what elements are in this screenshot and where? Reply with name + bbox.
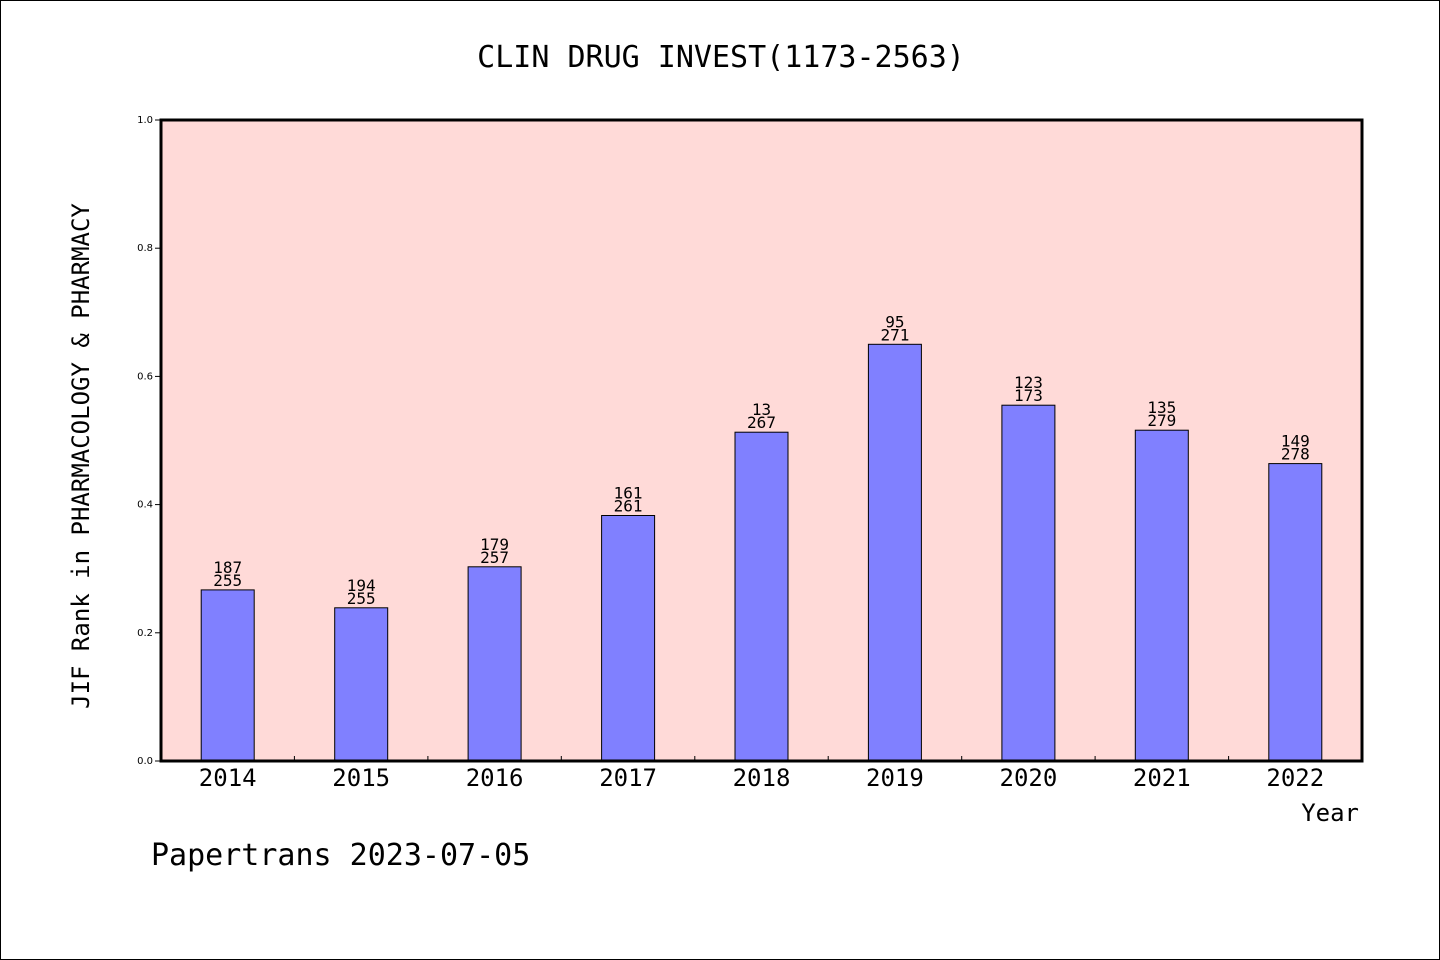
ticks-layer: 2014 2015 2016 2017 2018 2019 2020 2021 2022 0.0 0… [137, 115, 1324, 792]
bar-label-bottom-2014: 255 [213, 571, 242, 590]
bar-label-bottom-2016: 257 [480, 548, 509, 567]
y-tick-label-0.6: 0.6 [137, 371, 153, 382]
bar-2018 [734, 431, 789, 762]
bar-label-bottom-2021: 279 [1147, 411, 1176, 430]
x-tick-label-2014: 2014 [199, 764, 257, 792]
bar-label-top-2018: 13 [752, 400, 771, 419]
bar-2021 [1134, 429, 1189, 762]
x-tick-label-2016: 2016 [466, 764, 524, 792]
bar-label-top-2014: 187 [213, 558, 242, 577]
bar-label-bottom-2015: 255 [347, 589, 376, 608]
chart-title: CLIN DRUG INVEST(1173-2563) [477, 40, 965, 75]
bar-label-top-2022: 149 [1281, 432, 1310, 451]
y-tick-label-0.2: 0.2 [137, 628, 153, 639]
x-tick-label-2021: 2021 [1133, 764, 1191, 792]
y-tick-label-0.0: 0.0 [137, 756, 153, 767]
bar-2020 [1001, 404, 1056, 762]
bar-label-bottom-2019: 271 [880, 325, 909, 344]
bar-label-top-2019: 95 [885, 312, 904, 331]
bar-label-top-2021: 135 [1147, 398, 1176, 417]
bar-2014 [200, 589, 255, 762]
y-tick-label-0.4: 0.4 [137, 500, 153, 511]
y-axis-label: JIF Rank in PHARMACOLOGY & PHARMACY [67, 203, 95, 709]
bar-label-bottom-2020: 173 [1014, 386, 1043, 405]
x-tick-label-2020: 2020 [1000, 764, 1058, 792]
y-tick-label-1.0: 1.0 [137, 115, 153, 126]
footer-text: Papertrans 2023-07-05 [151, 838, 530, 873]
bar-label-bottom-2017: 261 [614, 497, 643, 516]
bar-2017 [601, 515, 656, 762]
bar-label-bottom-2018: 267 [747, 413, 776, 432]
x-tick-label-2017: 2017 [599, 764, 657, 792]
bar-label-bottom-2022: 278 [1281, 445, 1310, 464]
x-tick-label-2019: 2019 [866, 764, 924, 792]
bar-label-top-2015: 194 [347, 576, 376, 595]
bar-2015 [334, 607, 389, 762]
bar-label-top-2020: 123 [1014, 373, 1043, 392]
x-tick-label-2018: 2018 [733, 764, 791, 792]
bar-2016 [467, 566, 522, 762]
plot-frame [159, 118, 1364, 763]
bar-label-top-2017: 161 [614, 484, 643, 503]
x-axis-label: Year [1301, 799, 1359, 827]
y-tick-label-0.8: 0.8 [137, 243, 153, 254]
x-tick-label-2015: 2015 [332, 764, 390, 792]
bar-2022 [1268, 463, 1323, 762]
x-tick-label-2022: 2022 [1266, 764, 1324, 792]
bar-label-top-2016: 179 [480, 535, 509, 554]
bar-2019 [867, 343, 922, 762]
